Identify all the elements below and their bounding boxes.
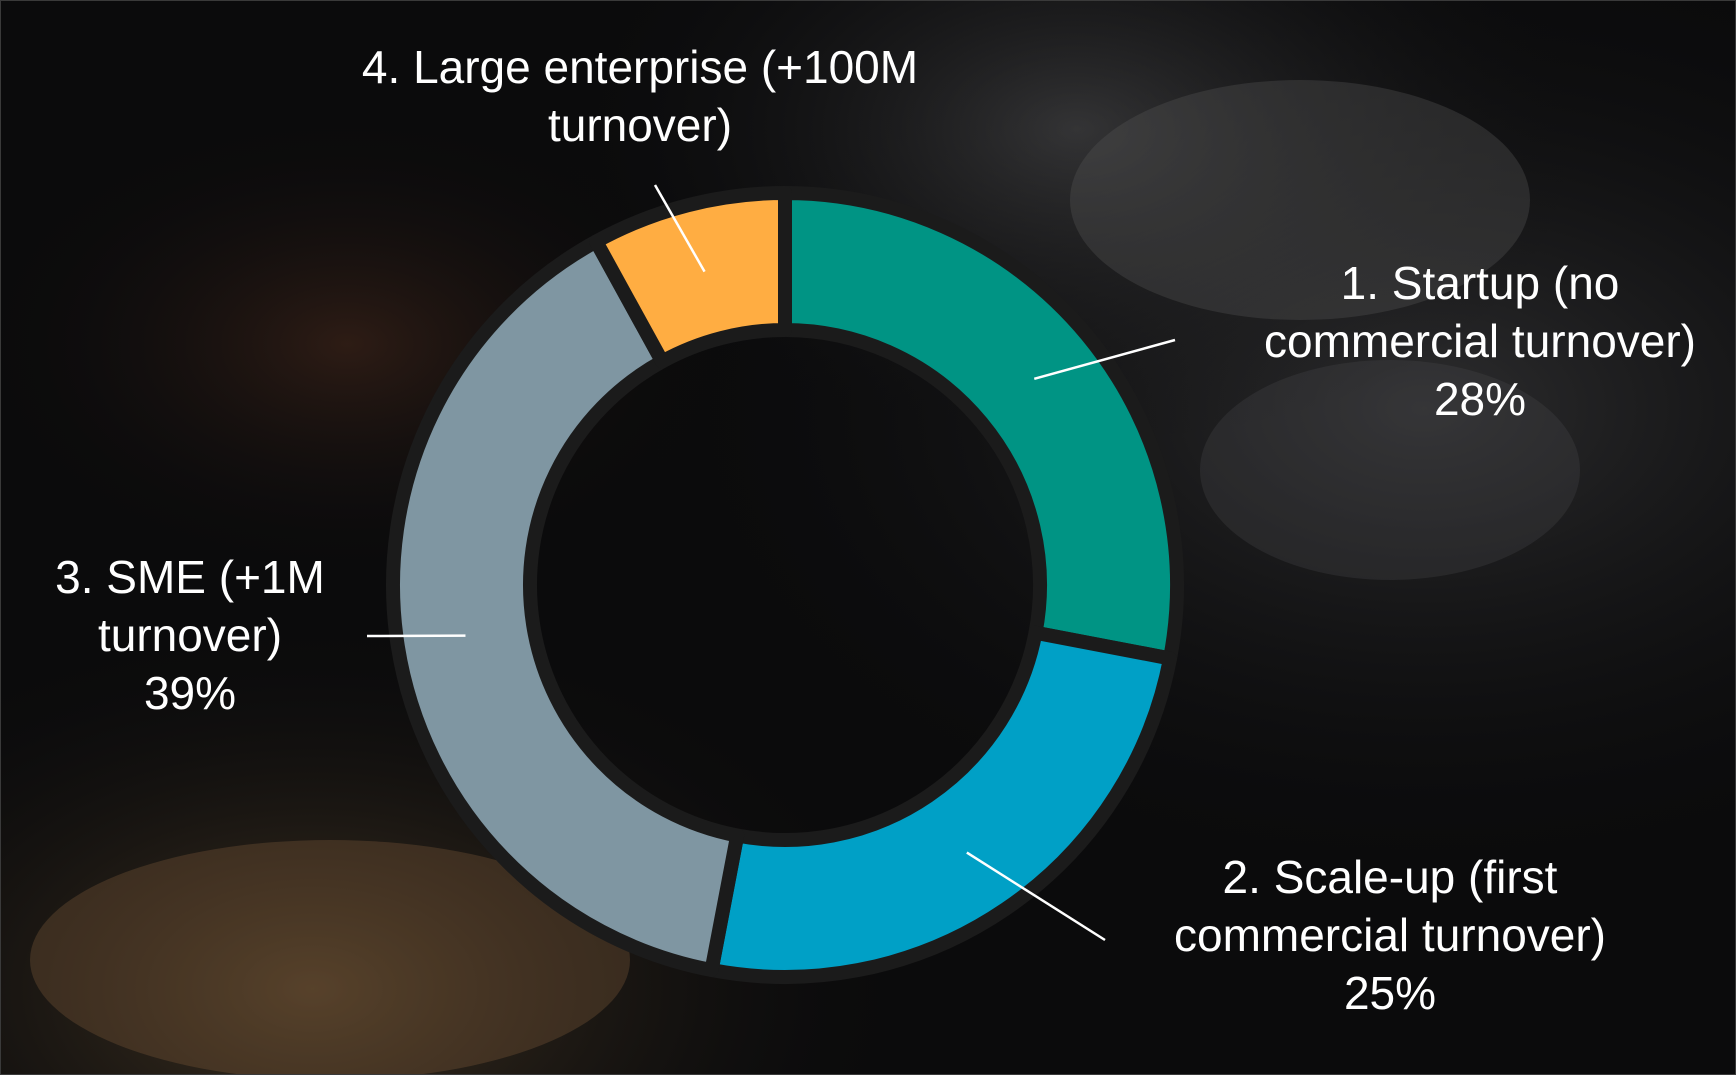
leader-lines	[366, 184, 1176, 942]
slice-label-startup: 1. Startup (no commercial turnover) 28%	[1210, 254, 1736, 428]
slice-label-sme: 3. SME (+1M turnover) 39%	[20, 548, 360, 722]
slice-label-line: turnover)	[97, 609, 283, 661]
slice-label-line: turnover)	[547, 99, 733, 151]
donut-slices	[386, 186, 1184, 984]
slice-label-scale-up: 2. Scale-up (first commercial turnover) …	[1130, 848, 1650, 1022]
leader-line-large-enterprise	[653, 184, 706, 273]
donut-slice-sme	[386, 234, 745, 978]
donut-slice-startup	[778, 186, 1184, 666]
slice-label-line: 1. Startup (no	[1340, 257, 1620, 309]
donut-slice-scale-up	[704, 625, 1178, 984]
slice-label-large-enterprise: 4. Large enterprise (+100M turnover)	[310, 38, 970, 154]
slice-label-line: 3. SME (+1M	[55, 551, 325, 603]
slice-label-line: commercial turnover)	[1264, 315, 1696, 367]
slice-value-label: 25%	[1343, 967, 1437, 1019]
slice-label-line: 4. Large enterprise (+100M	[361, 41, 919, 93]
donut-slice-large-enterprise	[589, 186, 792, 369]
slice-label-line: commercial turnover)	[1174, 909, 1606, 961]
leader-line-startup	[1033, 338, 1176, 380]
slice-label-line: 2. Scale-up (first	[1222, 851, 1558, 903]
slice-value-label: 28%	[1433, 373, 1527, 425]
leader-line-scale-up	[966, 851, 1106, 942]
slice-value-label: 39%	[143, 667, 237, 719]
